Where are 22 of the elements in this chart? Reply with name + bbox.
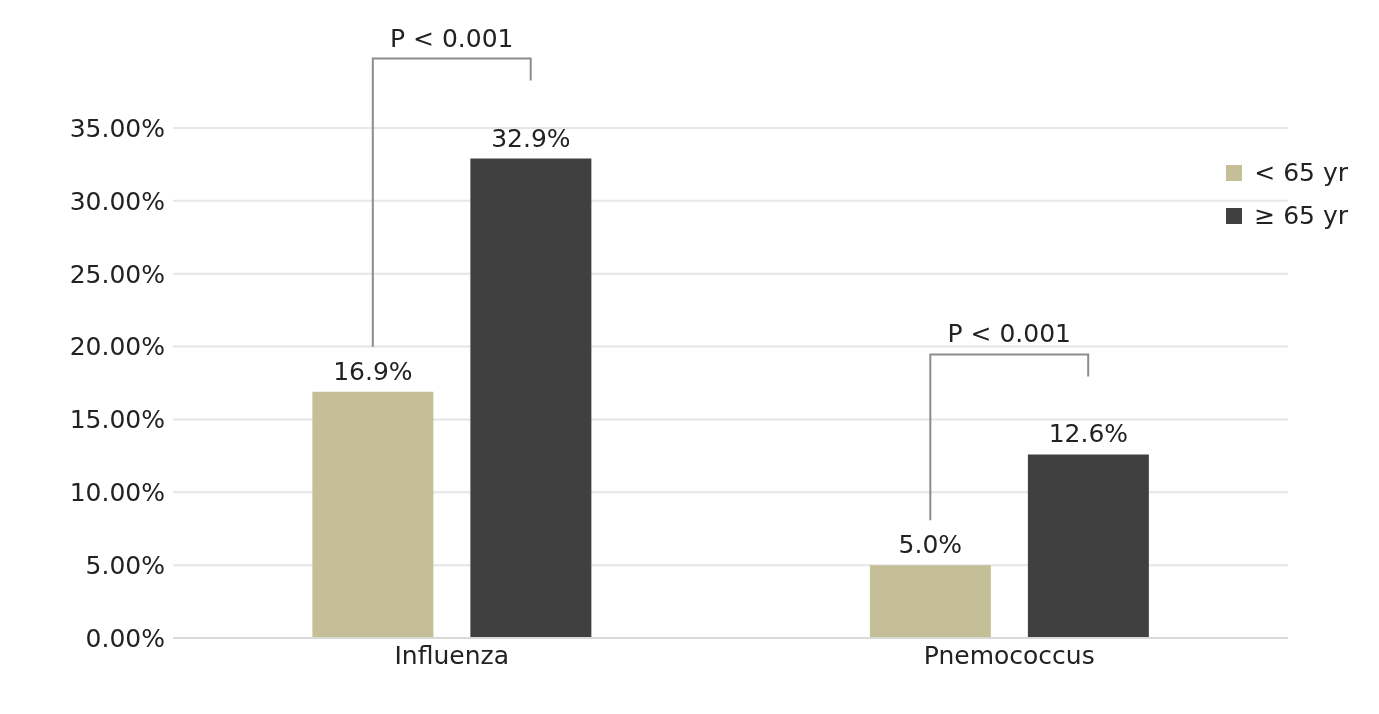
y-tick-label: 35.00% (69, 113, 165, 143)
data-label: 16.9% (333, 356, 413, 386)
y-tick-label: 30.00% (69, 186, 165, 216)
y-tick-label: 25.00% (69, 259, 165, 289)
annotation: P < 0.001 (947, 319, 1071, 349)
data-label: 12.6% (1048, 419, 1129, 449)
text: P < 0.001 (390, 23, 514, 53)
bar (470, 158, 592, 638)
bar (1027, 454, 1149, 638)
x-tick-label: Pnemococcus (923, 640, 1095, 670)
y-tick-label: 10.00% (69, 478, 165, 508)
data-label: 32.9% (491, 123, 571, 153)
legend-label: < 65 yr (1254, 158, 1348, 187)
data-label: 5.0% (898, 530, 963, 560)
legend-label: ≥ 65 yr (1254, 201, 1348, 230)
bar (312, 391, 434, 638)
y-tick-label: 5.00% (85, 551, 165, 581)
x-tick-label: Influenza (394, 640, 509, 670)
y-tick-label: 20.00% (69, 332, 165, 362)
y-tick-label: 15.00% (69, 405, 165, 435)
y-tick-label: 0.00% (85, 623, 165, 653)
bar (869, 565, 991, 638)
